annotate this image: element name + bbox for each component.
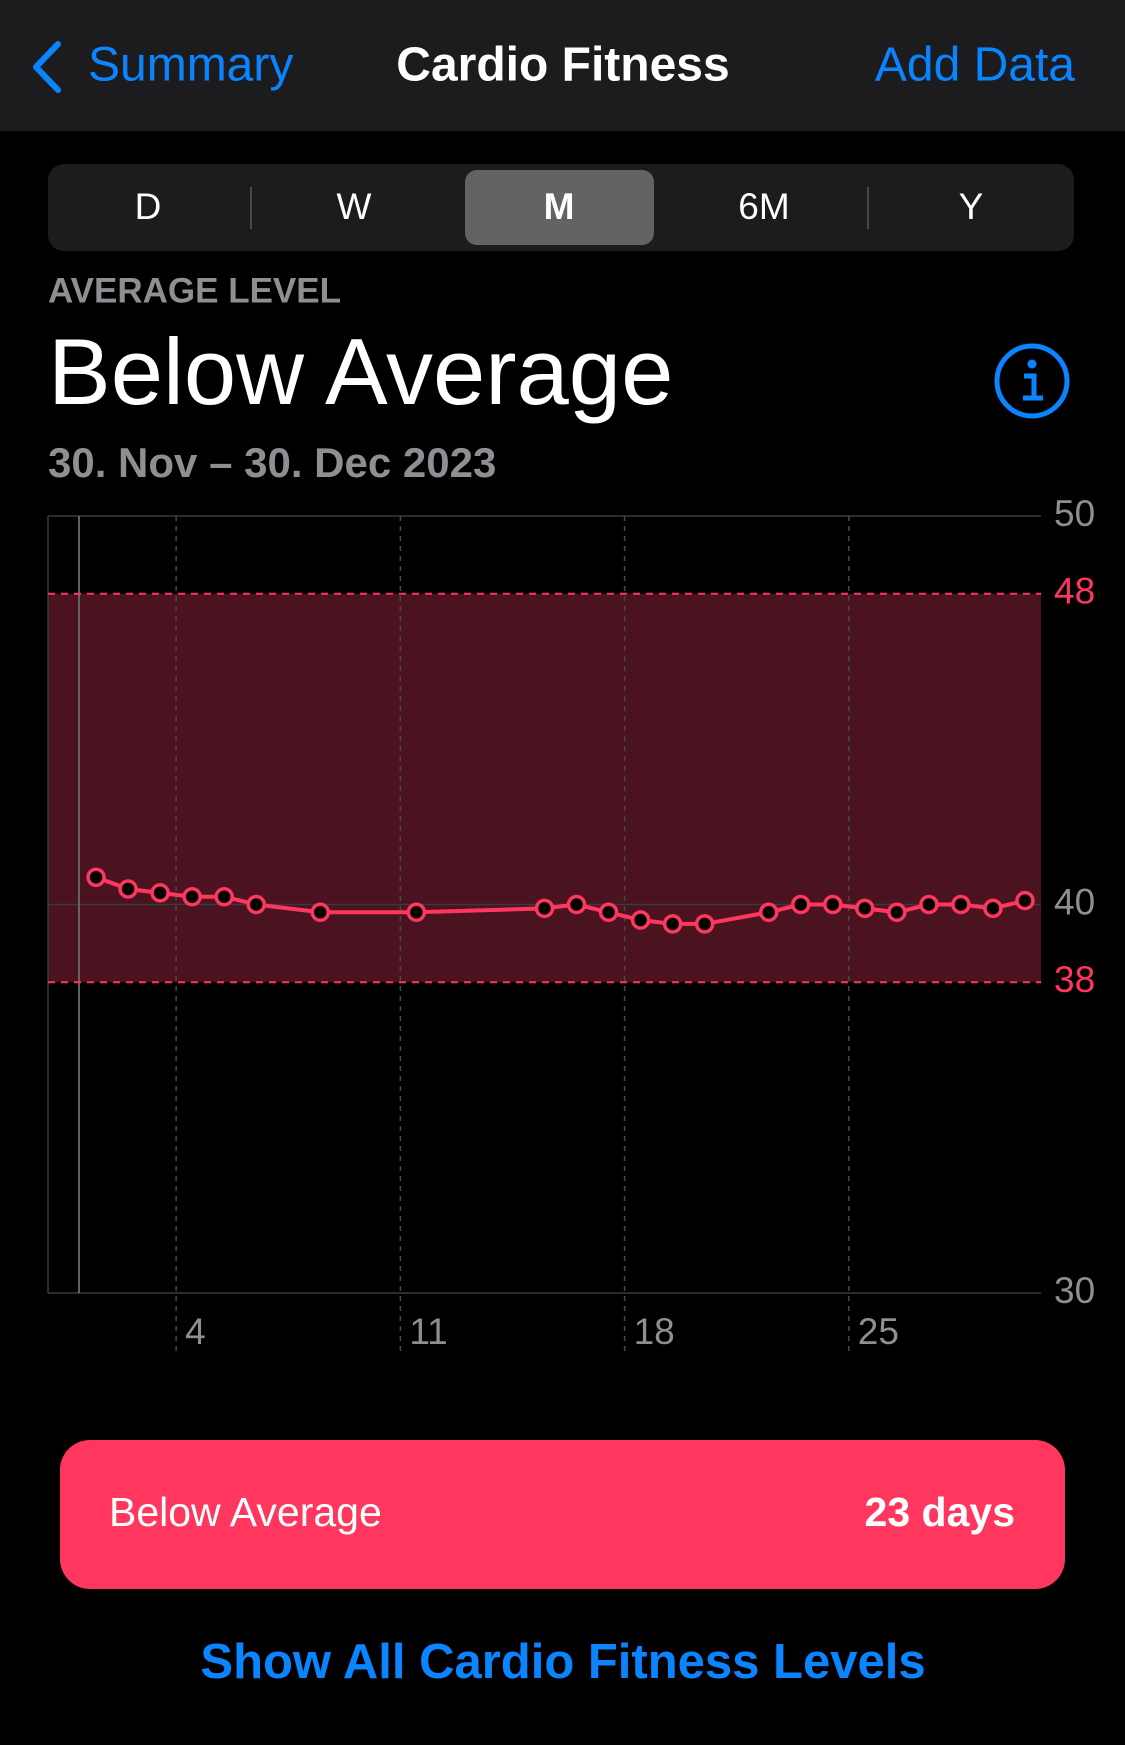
segment[interactable]: 6M <box>738 186 789 227</box>
x-tick-label: 4 <box>185 1311 206 1352</box>
data-point[interactable] <box>887 902 907 923</box>
section-label: AVERAGE LEVEL <box>48 271 341 310</box>
card-days: 23 days <box>865 1489 1015 1535</box>
data-point[interactable] <box>758 902 779 923</box>
y-tick-label: 30 <box>1054 1270 1095 1311</box>
info-button[interactable] <box>994 343 1070 419</box>
data-point[interactable] <box>150 883 170 903</box>
info-circle[interactable] <box>994 343 1070 419</box>
data-point[interactable] <box>694 914 715 934</box>
info-stem[interactable] <box>1023 373 1043 401</box>
x-tick-label: 11 <box>409 1311 447 1352</box>
data-point[interactable] <box>86 867 106 888</box>
level-card[interactable] <box>60 1440 1065 1589</box>
nav-bar <box>0 0 1125 131</box>
add-data-button[interactable]: Add Data <box>875 39 1075 92</box>
x-tick-label: 25 <box>858 1311 899 1352</box>
data-point[interactable] <box>598 902 619 923</box>
range-label: 38 <box>1054 959 1095 1000</box>
nav-title: Cardio Fitness <box>396 39 729 92</box>
back-button[interactable]: Summary <box>88 39 293 92</box>
data-point[interactable] <box>566 894 587 915</box>
info-dot[interactable] <box>1027 359 1037 369</box>
range-band <box>48 593 1041 983</box>
data-point[interactable] <box>534 898 555 919</box>
level-title: Below Average <box>48 319 673 424</box>
data-point[interactable] <box>791 894 811 915</box>
segment[interactable]: Y <box>959 186 984 227</box>
data-point[interactable] <box>983 898 1003 919</box>
date-range: 30. Nov – 30. Dec 2023 <box>48 439 496 486</box>
segment[interactable]: M <box>544 186 575 227</box>
data-point[interactable] <box>406 902 427 923</box>
y-tick-label: 50 <box>1054 493 1095 534</box>
data-point[interactable] <box>919 894 939 915</box>
card-level: Below Average <box>109 1489 382 1535</box>
data-point[interactable] <box>310 902 331 923</box>
show-all-link[interactable]: Show All Cardio Fitness Levels <box>200 1635 925 1689</box>
data-point[interactable] <box>182 886 202 907</box>
data-point[interactable] <box>1015 890 1035 911</box>
data-point[interactable] <box>951 894 971 915</box>
data-point[interactable] <box>855 898 875 919</box>
data-point[interactable] <box>118 879 138 899</box>
data-point[interactable] <box>214 886 234 907</box>
data-point[interactable] <box>246 894 266 915</box>
segment[interactable]: W <box>337 186 372 227</box>
data-point[interactable] <box>823 894 843 915</box>
x-tick-label: 18 <box>634 1311 675 1352</box>
segment-selected[interactable] <box>465 170 654 245</box>
segment[interactable]: D <box>135 186 162 227</box>
data-point[interactable] <box>630 910 651 930</box>
data-point[interactable] <box>662 914 683 934</box>
back-chevron[interactable] <box>33 41 61 93</box>
range-label: 48 <box>1054 570 1095 611</box>
y-tick-label: 40 <box>1054 881 1095 922</box>
